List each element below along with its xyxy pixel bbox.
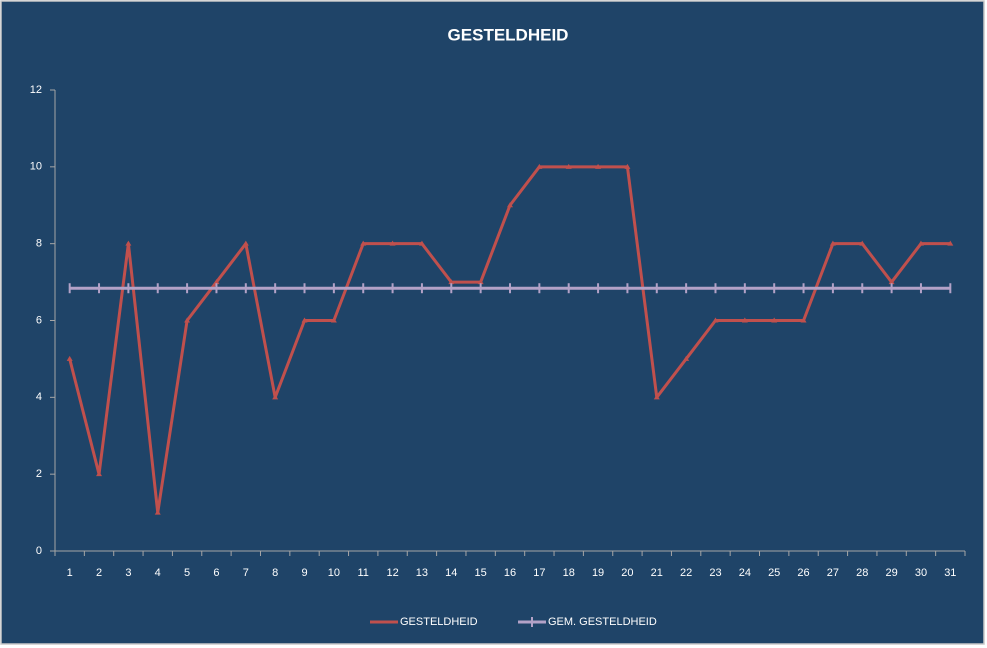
x-tick-label: 16 [504,567,516,579]
data-marker [771,317,778,323]
data-marker [66,355,73,361]
data-marker [389,240,396,246]
x-tick-label: 20 [621,567,633,579]
data-marker [917,240,924,246]
legend-label: GESTELDHEID [400,616,478,628]
y-tick-label: 8 [36,238,42,250]
x-tick-label: 14 [445,567,457,579]
x-tick-label: 31 [944,567,956,579]
x-tick-label: 29 [885,567,897,579]
x-tick-label: 15 [475,567,487,579]
x-tick-label: 21 [651,567,663,579]
data-marker [330,317,337,323]
x-tick-label: 12 [386,567,398,579]
x-tick-label: 13 [416,567,428,579]
data-marker [624,163,631,169]
data-marker [448,279,455,285]
x-tick-label: 17 [533,567,545,579]
y-tick-label: 2 [36,468,42,480]
x-tick-label: 11 [358,567,369,579]
y-tick-label: 10 [30,161,42,173]
x-tick-label: 5 [184,567,190,579]
data-marker [595,163,602,169]
y-tick-label: 6 [36,314,42,326]
legend-label: GEM. GESTELDHEID [548,616,657,628]
data-marker [712,317,719,323]
x-tick-label: 7 [243,567,249,579]
x-tick-label: 19 [592,567,604,579]
data-marker [213,279,220,285]
y-tick-label: 0 [36,545,42,557]
x-tick-label: 18 [563,567,575,579]
data-marker [360,240,367,246]
y-tick-label: 4 [36,391,42,403]
x-tick-label: 3 [125,567,131,579]
data-marker [301,317,308,323]
data-marker [418,240,425,246]
data-marker [565,163,572,169]
x-tick-label: 8 [272,567,278,579]
data-marker [96,471,103,477]
data-marker [947,240,954,246]
data-marker [683,355,690,361]
data-marker [653,394,660,400]
data-marker [888,279,895,285]
data-marker [477,279,484,285]
x-tick-label: 4 [155,567,161,579]
data-marker [154,509,161,515]
x-tick-label: 10 [328,567,340,579]
x-tick-label: 26 [797,567,809,579]
data-marker [829,240,836,246]
x-tick-label: 25 [768,567,780,579]
data-marker [859,240,866,246]
data-marker [741,317,748,323]
x-tick-label: 6 [213,567,219,579]
data-marker [800,317,807,323]
x-tick-label: 24 [739,567,751,579]
x-tick-label: 1 [67,567,73,579]
chart-title: GESTELDHEID [448,25,569,44]
x-tick-label: 23 [709,567,721,579]
x-tick-label: 30 [915,567,927,579]
x-tick-label: 2 [96,567,102,579]
x-tick-label: 27 [827,567,839,579]
data-marker [507,202,513,208]
data-marker [242,240,249,246]
x-tick-label: 9 [301,567,307,579]
y-tick-label: 12 [30,84,42,96]
data-marker [536,163,543,169]
x-tick-label: 22 [680,567,692,579]
data-marker [272,394,279,400]
data-marker [125,240,132,246]
data-marker [184,317,191,323]
x-tick-label: 28 [856,567,868,579]
